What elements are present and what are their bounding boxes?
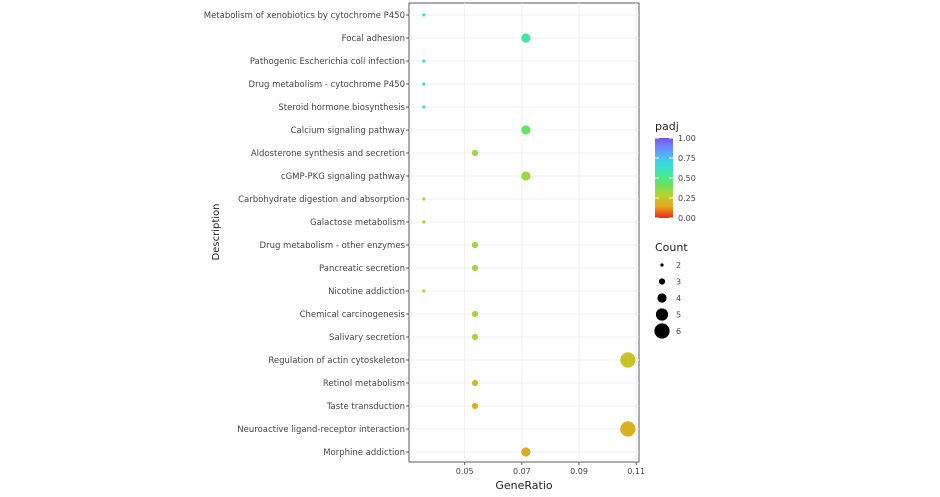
data-point — [471, 264, 479, 272]
data-point — [422, 59, 426, 63]
y-axis-label: Description — [211, 204, 222, 261]
x-axis: 0.05 0.07 0.09 0.11 — [456, 462, 645, 476]
size-legend-key — [654, 323, 670, 339]
size-legend-title: Count — [655, 241, 688, 254]
data-point — [471, 241, 479, 249]
color-legend-title: padj — [655, 120, 679, 133]
size-legend-key — [657, 293, 667, 303]
data-point — [471, 149, 479, 157]
color-legend-label: 0.00 — [678, 214, 696, 223]
y-tick-label: Focal adhesion — [342, 34, 405, 44]
data-point — [521, 33, 531, 43]
data-point — [422, 105, 426, 109]
x-tick-label: 0.07 — [513, 467, 531, 476]
data-point — [521, 447, 531, 457]
data-point — [471, 310, 479, 318]
y-tick-label: Regulation of actin cytoskeleton — [268, 356, 405, 366]
y-tick-label: Morphine addiction — [323, 448, 405, 458]
data-point — [422, 197, 426, 201]
x-tick-label: 0.05 — [456, 467, 474, 476]
y-tick-label: Galactose metabolism — [310, 218, 405, 228]
legends: padj 1.00 0.75 0.50 0.25 0.00 Count 2 3 4 5 6 — [654, 120, 696, 339]
y-tick-label: Drug metabolism - other enzymes — [260, 241, 406, 251]
color-legend-label: 0.75 — [678, 154, 696, 163]
y-tick-label: Drug metabolism - cytochrome P450 — [249, 80, 405, 90]
data-point — [521, 171, 531, 181]
y-tick-label: Salivary secretion — [329, 333, 405, 343]
data-point — [422, 82, 426, 86]
y-tick-label: Retinol metabolism — [323, 379, 405, 389]
size-legend-label: 5 — [676, 311, 681, 320]
color-legend-bar — [655, 138, 673, 218]
color-legend-label: 0.50 — [678, 174, 696, 183]
y-tick-label: Chemical carcinogenesis — [300, 310, 406, 320]
y-tick-label: Taste transduction — [326, 402, 405, 412]
size-legend-label: 2 — [676, 261, 681, 270]
size-legend-key — [658, 278, 666, 285]
data-points — [422, 13, 636, 457]
color-legend-label: 0.25 — [678, 194, 696, 203]
data-point — [471, 333, 479, 341]
color-legend-label: 1.00 — [678, 134, 696, 143]
y-tick-label: Carbohydrate digestion and absorption — [238, 195, 405, 205]
y-tick-label: Pancreatic secretion — [319, 264, 405, 274]
y-tick-label: Nicotine addiction — [328, 287, 405, 297]
y-tick-label: Neuroactive ligand-receptor interaction — [237, 425, 405, 435]
size-legend-key — [660, 263, 664, 267]
y-tick-label: Aldosterone synthesis and secretion — [251, 149, 405, 159]
x-axis-label: GeneRatio — [495, 479, 553, 492]
data-point — [471, 402, 479, 410]
y-tick-label: Metabolism of xenobiotics by cytochrome … — [204, 11, 405, 21]
x-tick-label: 0.09 — [570, 467, 588, 476]
y-tick-label: cGMP-PKG signaling pathway — [281, 172, 405, 182]
size-legend-label: 4 — [676, 294, 681, 303]
size-legend-label: 3 — [676, 278, 681, 287]
plot-panel — [408, 2, 640, 463]
size-legend-keys: 2 3 4 5 6 — [654, 261, 681, 339]
data-point — [620, 421, 636, 437]
data-point — [422, 289, 426, 293]
y-tick-label: Steroid hormone biosynthesis — [278, 103, 405, 113]
size-legend-key — [655, 308, 669, 321]
data-point — [471, 379, 479, 387]
data-point — [521, 125, 531, 135]
size-legend-label: 6 — [676, 327, 681, 336]
grid-lines — [409, 3, 639, 462]
y-tick-label: Calcium signaling pathway — [291, 126, 405, 136]
data-point — [620, 352, 636, 368]
data-point — [422, 13, 426, 17]
data-point — [422, 220, 426, 224]
y-tick-label: Pathogenic Escherichia coli infection — [250, 57, 405, 67]
x-tick-label: 0.11 — [627, 467, 645, 476]
y-tick-labels: Metabolism of xenobiotics by cytochrome … — [204, 11, 409, 458]
color-legend-ticks: 1.00 0.75 0.50 0.25 0.00 — [655, 134, 696, 223]
